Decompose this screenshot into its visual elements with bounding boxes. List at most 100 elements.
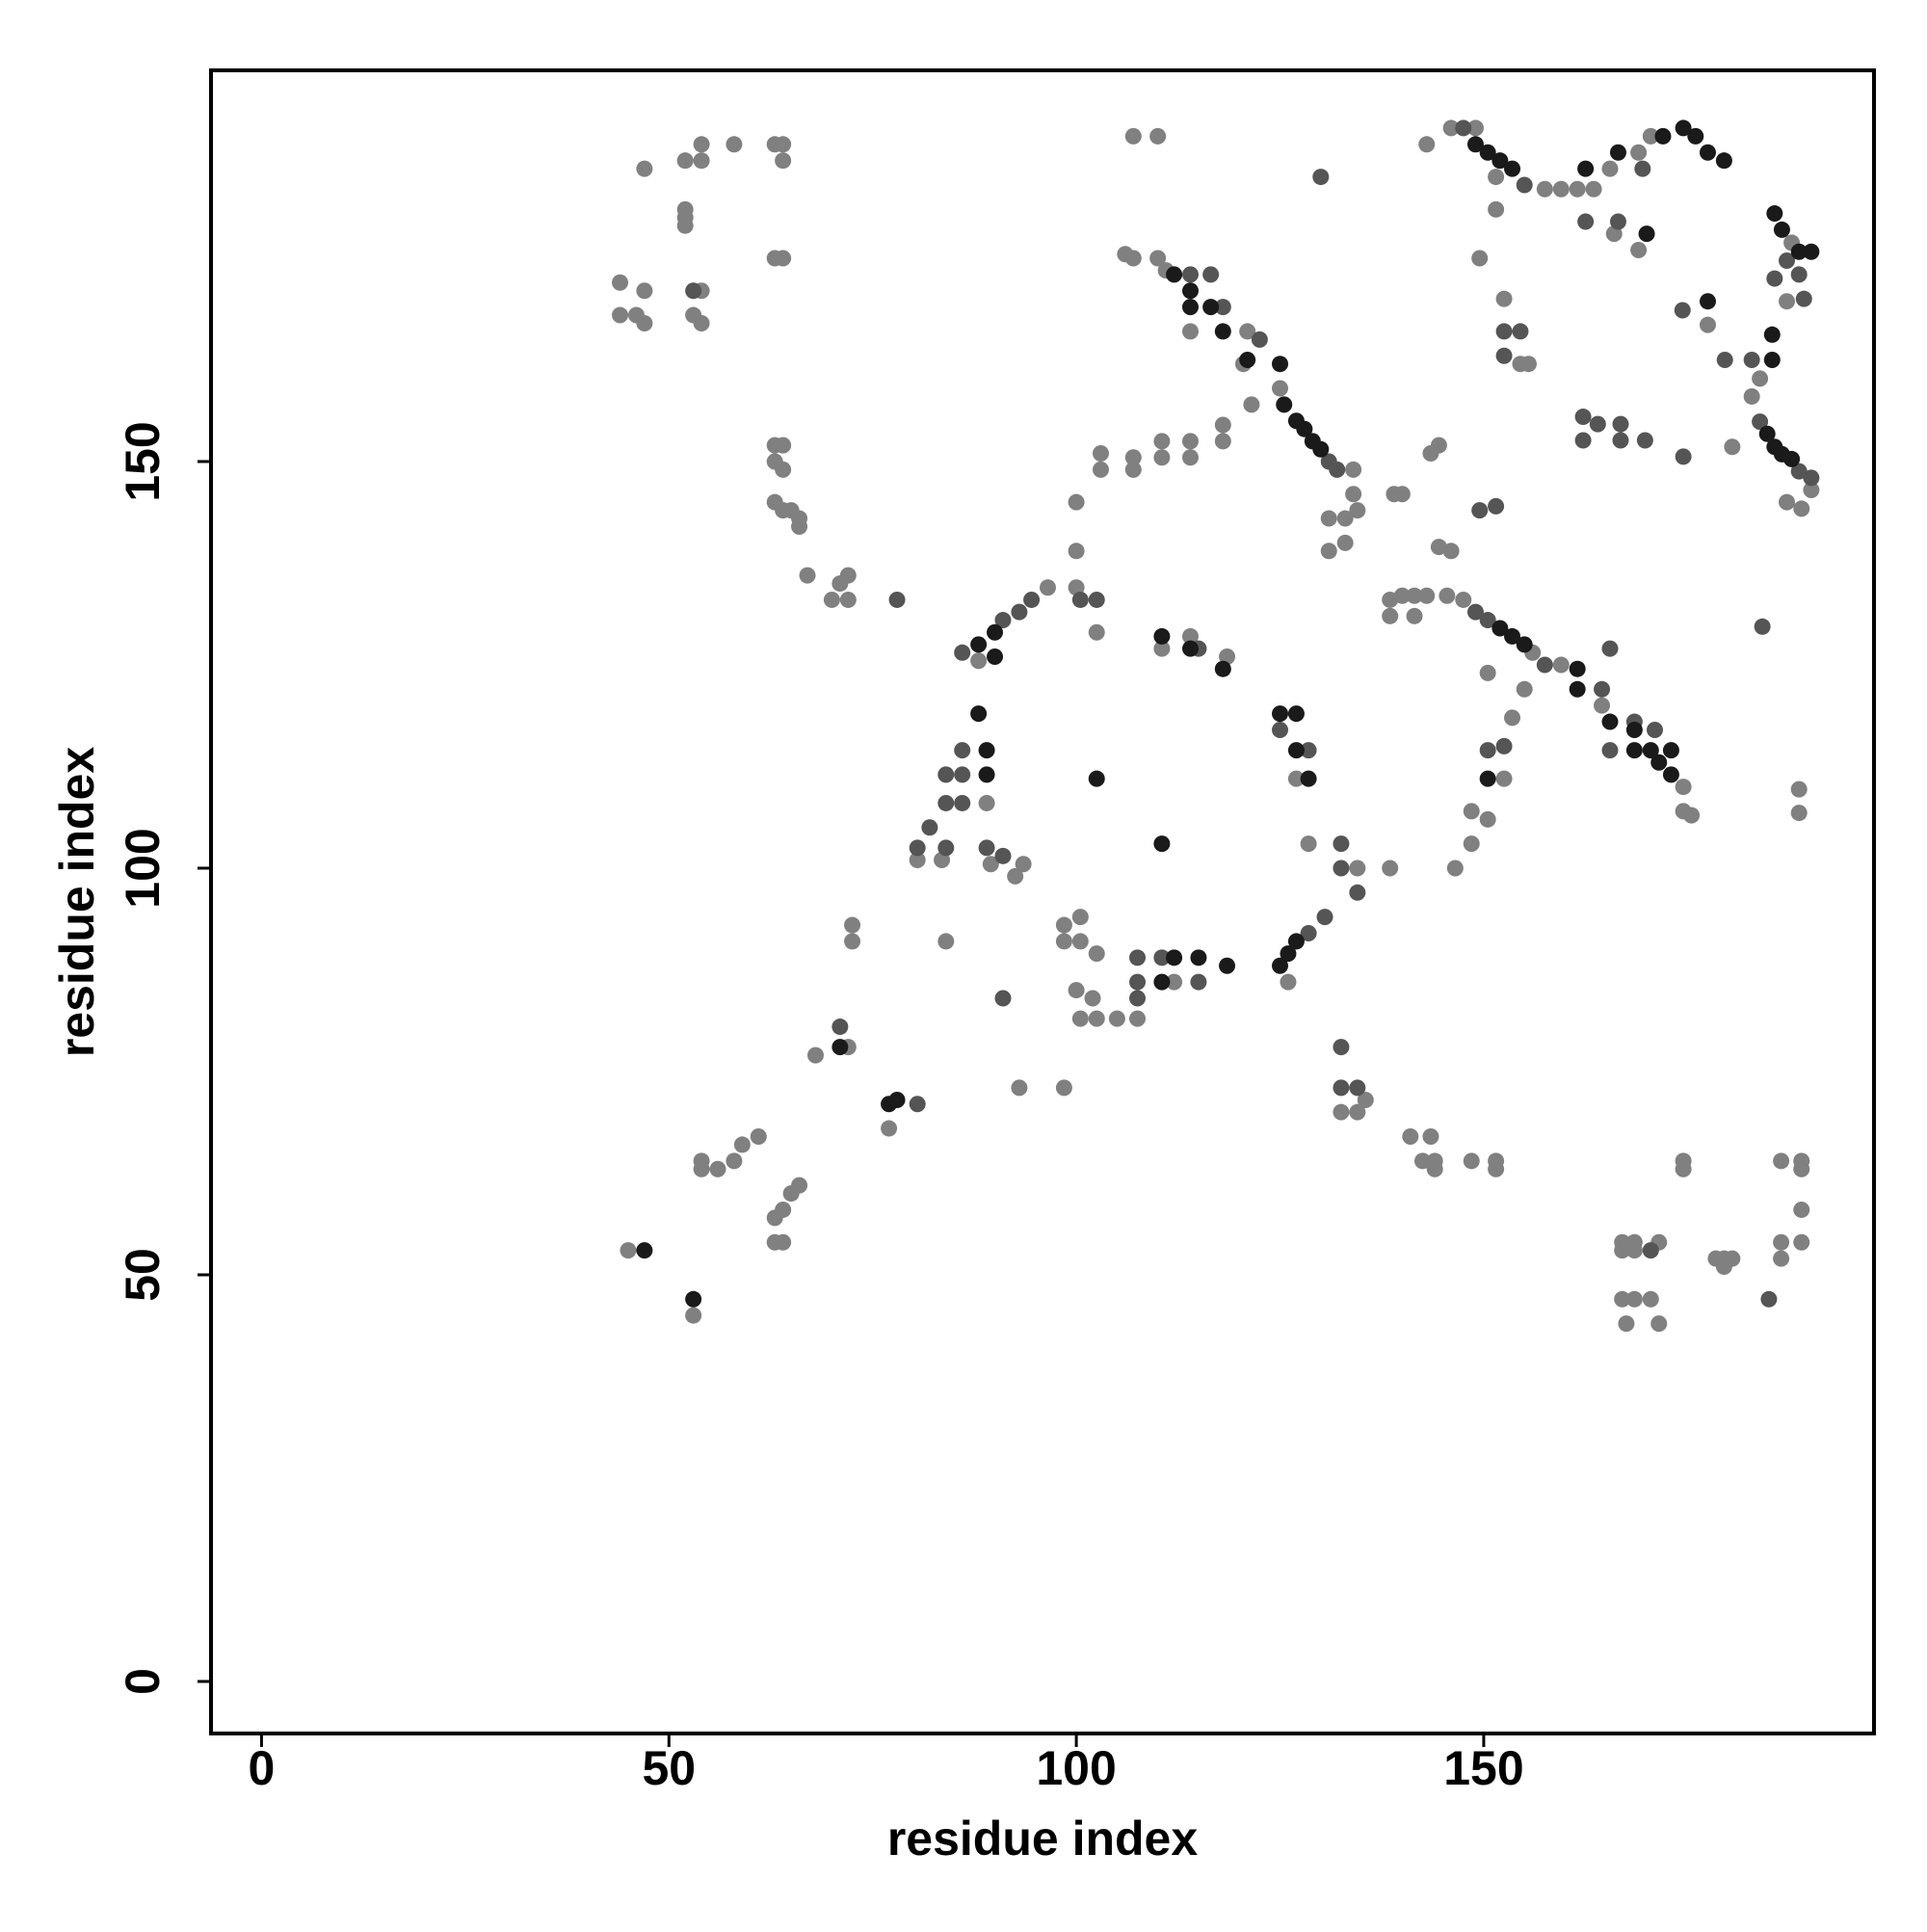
contact-point (1795, 290, 1812, 307)
contact-point (954, 742, 971, 759)
contact-point (636, 160, 653, 177)
contact-point (1793, 1233, 1810, 1251)
contact-point (1092, 445, 1109, 463)
contact-point (775, 1201, 792, 1218)
contact-point (937, 794, 955, 811)
contact-point (1181, 323, 1199, 340)
contact-point (970, 652, 988, 670)
contact-point (1333, 835, 1350, 853)
contact-point (775, 152, 792, 170)
contact-point (1724, 438, 1741, 456)
contact-point (1239, 323, 1256, 340)
contact-point (839, 591, 857, 608)
contact-point (1149, 250, 1167, 267)
contact-point (1272, 721, 1289, 738)
contact-point (994, 990, 1012, 1007)
contact-point (1055, 933, 1072, 950)
contact-point (1577, 160, 1595, 177)
contact-point (1803, 482, 1820, 499)
contact-point (1479, 612, 1496, 629)
contact-point (1577, 213, 1595, 230)
contact-point (1471, 502, 1489, 519)
contact-point (799, 567, 816, 584)
contact-point (1214, 433, 1231, 450)
contact-point (1614, 1242, 1631, 1259)
contact-point (1239, 351, 1256, 368)
contact-point (1594, 697, 1611, 714)
contact-point (1329, 461, 1346, 478)
contact-point (1071, 1010, 1089, 1027)
contact-point (1752, 413, 1769, 431)
contact-point (1687, 127, 1704, 145)
contact-point (987, 648, 1004, 666)
contact-point (1442, 543, 1460, 560)
contact-point (1088, 591, 1105, 608)
contact-point (1280, 945, 1297, 963)
y-tick-label: 0 (116, 1668, 170, 1695)
contact-point (1166, 973, 1183, 991)
contact-point (1699, 316, 1716, 333)
plot-marks (612, 119, 1820, 1333)
contact-point (1642, 127, 1659, 145)
contact-point (1251, 331, 1268, 348)
contact-point (1455, 119, 1472, 137)
contact-point (1333, 1079, 1350, 1097)
contact-point (676, 217, 694, 234)
contact-point (1758, 425, 1776, 442)
contact-point (1333, 1103, 1350, 1121)
contact-point (1463, 803, 1480, 820)
contact-point (1516, 636, 1533, 653)
contact-point (1662, 742, 1679, 759)
contact-point (1601, 713, 1619, 730)
contact-point (1214, 416, 1231, 434)
contact-point (1153, 973, 1171, 991)
contact-point (1790, 781, 1808, 798)
contact-point (1675, 1160, 1692, 1178)
contact-point (1793, 500, 1810, 517)
contact-point (775, 136, 792, 153)
contact-point (1612, 432, 1629, 449)
contact-point (1743, 351, 1760, 368)
contact-point (1495, 290, 1513, 307)
contact-point (1512, 323, 1529, 340)
x-tick-label: 100 (1036, 1741, 1116, 1795)
contact-point (1300, 924, 1317, 941)
contact-point (726, 136, 743, 153)
contact-point (1654, 127, 1672, 145)
contact-point (636, 1242, 653, 1259)
contact-point (620, 1242, 637, 1259)
contact-point (1601, 640, 1619, 657)
contact-point (1519, 356, 1537, 373)
contact-point (1766, 205, 1783, 223)
contact-point (987, 623, 1004, 641)
contact-point (1491, 152, 1509, 170)
contact-point (954, 766, 971, 783)
contact-point (1790, 463, 1808, 480)
contact-point (1190, 973, 1207, 991)
contact-point (1039, 579, 1056, 596)
contact-point (750, 1127, 767, 1145)
contact-point (1124, 461, 1142, 478)
contact-point (1418, 587, 1436, 604)
contact-point (1214, 660, 1231, 677)
contact-point (1382, 860, 1399, 877)
contact-point (1790, 243, 1808, 260)
contact-point (1214, 323, 1231, 340)
contact-point (1715, 152, 1732, 170)
contact-point (636, 282, 653, 300)
contact-point (1124, 250, 1142, 267)
contact-point (1699, 144, 1716, 161)
contact-point (1763, 326, 1781, 343)
contact-point (823, 591, 840, 608)
contact-point (1181, 266, 1199, 283)
contact-point (1071, 933, 1089, 950)
contact-point (1316, 909, 1333, 926)
contact-point (1084, 990, 1101, 1007)
contact-point (1471, 250, 1489, 267)
contact-point (1662, 766, 1679, 783)
contact-point (1466, 136, 1484, 153)
contact-point (994, 612, 1012, 629)
contact-point (1601, 742, 1619, 759)
contact-point (1287, 705, 1305, 723)
contact-point (1202, 266, 1220, 283)
